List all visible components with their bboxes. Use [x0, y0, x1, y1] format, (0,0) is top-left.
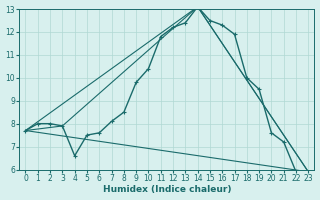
X-axis label: Humidex (Indice chaleur): Humidex (Indice chaleur) — [103, 185, 231, 194]
